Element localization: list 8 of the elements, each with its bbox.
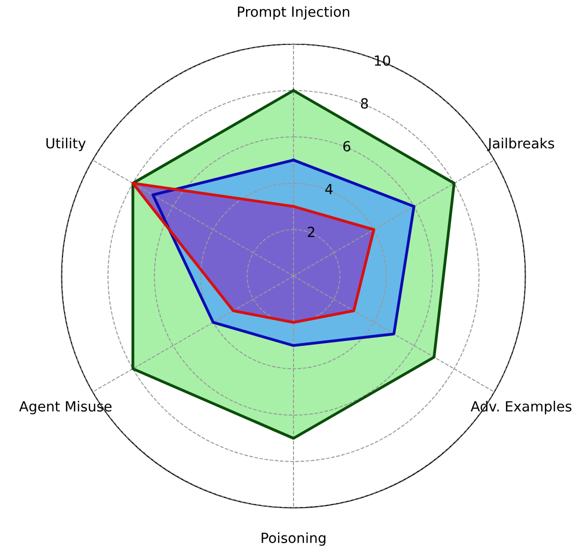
y-tick-label: 8 xyxy=(361,98,368,109)
spoke-label: Poisoning xyxy=(262,532,326,546)
y-tick-label: 6 xyxy=(343,141,350,152)
spoke-label: Prompt Injection xyxy=(238,6,350,20)
y-tick-label: 4 xyxy=(325,184,333,194)
y-tick-label: 2 xyxy=(308,226,314,237)
spoke-label: Utility xyxy=(46,138,86,152)
spoke-label: Jailbreaks xyxy=(487,138,554,152)
